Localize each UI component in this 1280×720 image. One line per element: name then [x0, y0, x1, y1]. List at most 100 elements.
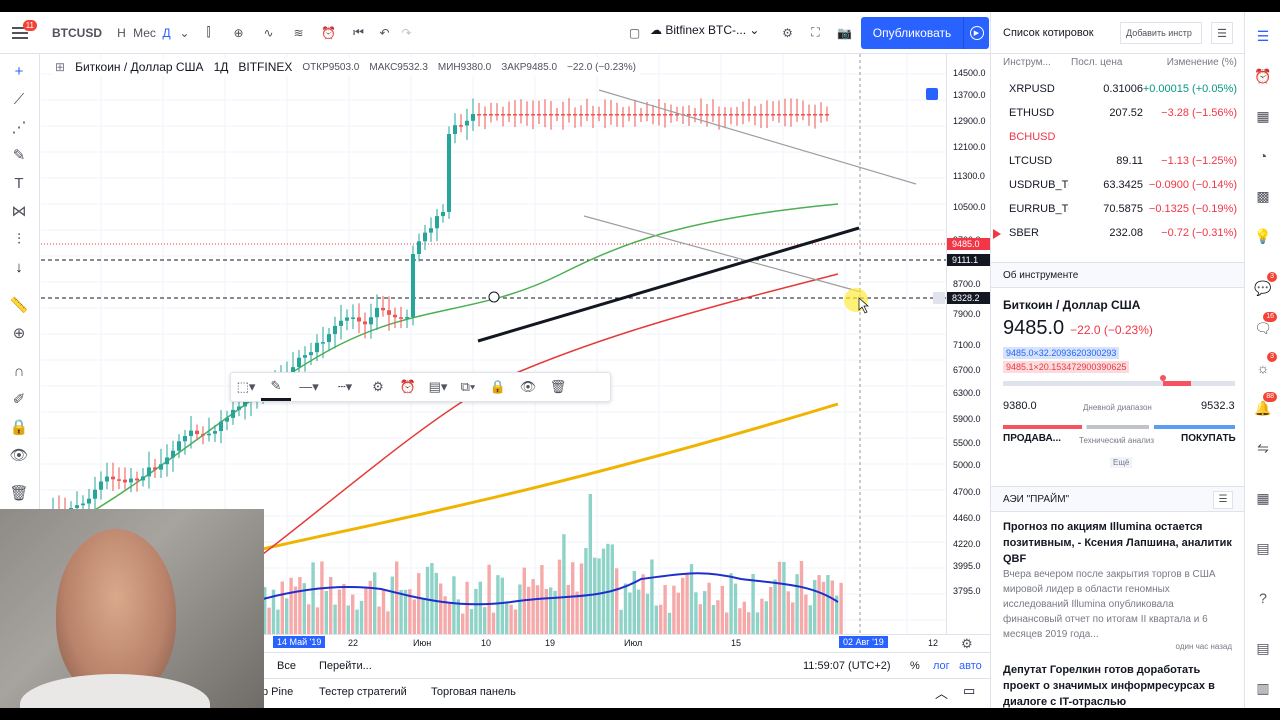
line-color-pencil-icon[interactable]: ✎: [261, 373, 291, 401]
pencil-lock-icon[interactable]: ✐: [12, 391, 26, 408]
line-style-icon[interactable]: ┄▾: [337, 379, 353, 394]
help-icon[interactable]: ?: [1259, 590, 1267, 606]
time-settings-gear-icon[interactable]: ⚙: [961, 636, 973, 651]
redo-icon[interactable]: ↷: [401, 25, 412, 40]
settings-gear-icon[interactable]: ⚙: [372, 379, 384, 394]
interval-month[interactable]: Мес: [133, 25, 156, 40]
trendline-icon[interactable]: ⟋: [13, 90, 25, 108]
news-header[interactable]: АЭИ "ПРАЙМ" ☰: [991, 486, 1245, 512]
fullscreen-icon[interactable]: ⛶: [811, 25, 820, 39]
watchlist-menu-icon[interactable]: ☰: [1211, 22, 1233, 44]
watchlist-row[interactable]: USDRUB_TC 63.3425 −0.0900 (−0.14%): [991, 174, 1245, 198]
chart-type-icon[interactable]: ⫿: [206, 25, 211, 39]
eye-icon[interactable]: 👁: [9, 447, 29, 464]
screener-icon[interactable]: ▤: [1256, 639, 1270, 656]
line-width-icon[interactable]: —▾: [299, 379, 319, 394]
legend-settings-icon[interactable]: ⊞: [55, 60, 66, 74]
percent-toggle[interactable]: %: [910, 660, 920, 672]
arrow-down-icon[interactable]: ↓: [15, 258, 23, 276]
col-change[interactable]: Изменение (%): [1166, 57, 1237, 68]
log-toggle[interactable]: лог: [933, 660, 950, 672]
watchlist-title[interactable]: Список котировок: [1003, 27, 1094, 39]
ruler-icon[interactable]: 📏: [9, 297, 29, 314]
news-title-2[interactable]: Депутат Горелкин готов доработать проект…: [1003, 664, 1215, 708]
text-icon[interactable]: T: [14, 174, 24, 192]
streams-icon[interactable]: ☼ 3: [1253, 352, 1277, 378]
indicators-icon[interactable]: ∿: [263, 25, 274, 40]
add-symbol-input[interactable]: Добавить инстр: [1120, 22, 1202, 44]
messages-icon[interactable]: 🗨 16: [1253, 312, 1277, 338]
clock-time[interactable]: 11:59:07 (UTC+2): [803, 660, 891, 672]
symbol-search[interactable]: BTCUSD: [52, 25, 102, 40]
template-icon[interactable]: ⬚▾: [236, 379, 256, 394]
pattern-icon[interactable]: ⋈: [11, 203, 27, 220]
chat-icon[interactable]: 💬 3: [1253, 272, 1277, 298]
publish-button[interactable]: Опубликовать: [861, 17, 963, 49]
alarm-clock-icon[interactable]: ⏰: [1254, 67, 1272, 84]
lock-icon[interactable]: 🔒: [9, 419, 29, 436]
camera-icon[interactable]: 📷: [837, 25, 852, 40]
visibility-icon[interactable]: ▤▾: [428, 379, 448, 394]
dom-icon[interactable]: ▦: [1256, 489, 1270, 506]
interval-hour[interactable]: Н: [117, 25, 126, 40]
tech-label[interactable]: Технический анализ: [1079, 436, 1154, 445]
legend-exchange[interactable]: BITFINEX: [238, 60, 293, 74]
collapse-chevron-up-icon[interactable]: ︿: [935, 686, 949, 701]
gear-icon[interactable]: ⚙: [782, 25, 793, 40]
news-icon[interactable]: ▤: [1256, 539, 1270, 556]
chart-pane[interactable]: ⊞ Биткоин / Доллар США 1Д BITFINEX ОТКР9…: [41, 54, 990, 634]
templates-icon[interactable]: ≋: [293, 25, 304, 40]
calendar-icon[interactable]: ▩: [1256, 187, 1270, 204]
layout-list-icon[interactable]: ▥: [1256, 679, 1270, 696]
exchange-selector[interactable]: ☁ Bitfinex BTC-... ⌄: [650, 23, 760, 37]
zoom-icon[interactable]: ⊕: [12, 325, 26, 342]
flag-icon[interactable]: [993, 229, 1001, 239]
magnet-icon[interactable]: ∩: [13, 362, 25, 380]
watchlist-row[interactable]: XRPUSD 0.31006 +0.00015 (+0.05%): [991, 78, 1245, 102]
alert-add-icon[interactable]: ⏰: [399, 379, 417, 394]
time-scale[interactable]: ⚙ 14 Май '19 22 Июн 10 19 Июл 15 02 Авг '19 12: [41, 634, 990, 652]
news-menu-icon[interactable]: ☰: [1213, 491, 1233, 509]
lock-drawing-icon[interactable]: 🔒: [489, 379, 507, 394]
menu-button[interactable]: 11: [0, 12, 40, 54]
publish-menu-button[interactable]: ▶: [963, 17, 989, 49]
compare-add-icon[interactable]: ⊕: [233, 25, 244, 40]
auto-toggle[interactable]: авто: [959, 660, 982, 672]
goto-date[interactable]: Перейти...: [319, 660, 372, 672]
alert-icon[interactable]: ⏰: [321, 25, 336, 40]
clone-icon[interactable]: ⧉▾: [460, 379, 476, 394]
interval-day[interactable]: Д: [162, 25, 171, 40]
hotlist-icon[interactable]: ◔: [1258, 148, 1268, 164]
tab-trading-panel[interactable]: Торговая панель: [431, 686, 516, 698]
hide-eye-icon[interactable]: 👁: [519, 379, 537, 394]
col-symbol[interactable]: Инструм...: [1003, 57, 1051, 68]
price-chart-svg[interactable]: [41, 54, 946, 634]
col-last[interactable]: Посл. цена: [1071, 57, 1123, 68]
ideas-bulb-icon[interactable]: 💡: [1254, 227, 1272, 244]
range-all[interactable]: Все: [277, 660, 296, 672]
price-scale[interactable]: 14500.0 13700.0 12900.0 12100.0 11300.0 10500…: [946, 54, 990, 634]
data-window-icon[interactable]: ▦: [1256, 107, 1270, 124]
fib-icon[interactable]: ⋰: [11, 119, 27, 136]
layout-icon[interactable]: ▢: [628, 25, 641, 40]
undo-icon[interactable]: ↶: [379, 25, 390, 40]
alert-square-icon[interactable]: [926, 88, 938, 100]
watchlist-row[interactable]: EURRUB_TC 70.5875 −0.1325 (−0.19%): [991, 198, 1245, 222]
about-header[interactable]: Об инструменте: [991, 262, 1245, 288]
replay-icon[interactable]: ⏮: [353, 25, 364, 39]
brush-icon[interactable]: ✎: [12, 147, 26, 164]
order-panel-icon[interactable]: ⇋: [1257, 439, 1269, 456]
watchlist-icon[interactable]: ☰: [1256, 27, 1270, 44]
maximize-panel-icon[interactable]: ▭: [963, 683, 976, 698]
watchlist-row[interactable]: ETHUSD 207.52 −3.28 (−1.56%): [991, 102, 1245, 126]
watchlist-row[interactable]: SBER 232.08 −0.72 (−0.31%): [991, 222, 1245, 246]
delete-trash-icon[interactable]: 🗑: [549, 379, 567, 394]
news-title-1[interactable]: Прогноз по акциям Illumina остается пози…: [1003, 521, 1232, 565]
interval-dropdown-chevron-icon[interactable]: ⌄: [179, 25, 190, 40]
crosshair-icon[interactable]: +: [14, 62, 24, 80]
more-button[interactable]: Ещё: [1110, 457, 1133, 468]
tab-pine-editor[interactable]: p Pine: [262, 686, 294, 698]
trash-icon[interactable]: 🗑: [9, 485, 29, 502]
watchlist-row[interactable]: LTCUSD 89.11 −1.13 (−1.25%): [991, 150, 1245, 174]
tab-strategy-tester[interactable]: Тестер стратегий: [319, 686, 407, 698]
